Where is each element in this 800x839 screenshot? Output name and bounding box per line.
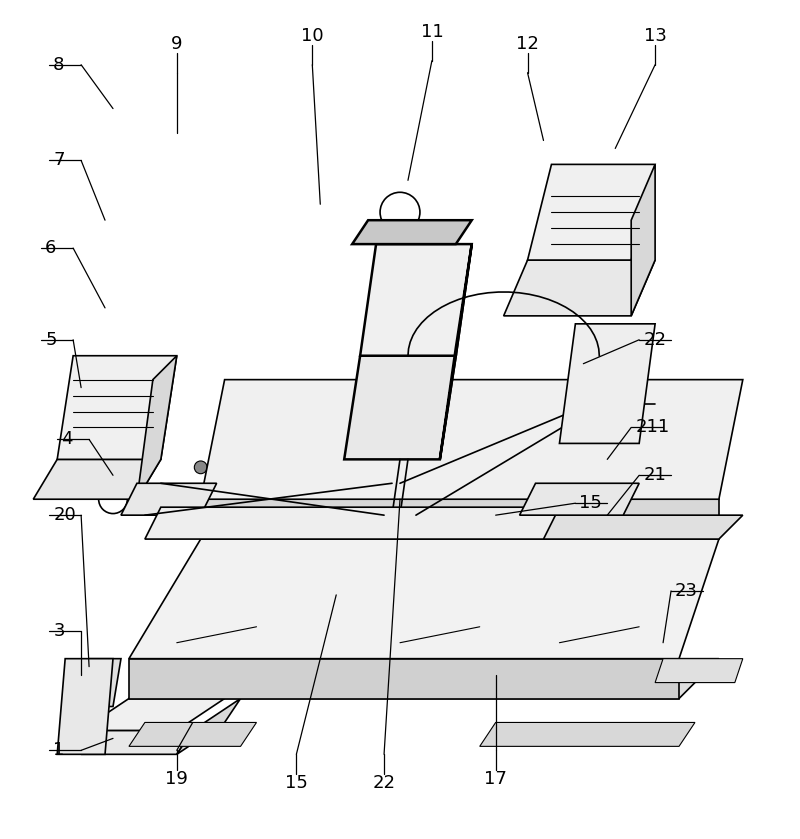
Text: 22: 22 [373,774,395,792]
Polygon shape [344,356,456,460]
Polygon shape [145,508,559,539]
Text: 6: 6 [46,239,57,257]
Polygon shape [177,699,241,754]
Circle shape [474,413,486,426]
Polygon shape [504,260,655,315]
Text: 5: 5 [46,331,57,349]
Text: 10: 10 [301,27,324,44]
Text: 22: 22 [643,331,666,349]
Polygon shape [81,699,225,731]
Polygon shape [352,220,472,244]
Text: 12: 12 [516,34,539,53]
Polygon shape [57,659,113,754]
Text: 13: 13 [644,27,666,44]
Polygon shape [57,356,177,460]
Text: 4: 4 [61,430,73,448]
Polygon shape [440,244,472,460]
Polygon shape [480,722,695,747]
Circle shape [194,461,207,474]
Polygon shape [81,731,193,754]
Polygon shape [81,659,121,706]
Polygon shape [137,356,177,499]
Polygon shape [121,483,217,515]
Text: 17: 17 [484,770,507,789]
Circle shape [434,429,446,442]
Polygon shape [519,483,639,515]
Polygon shape [201,499,719,539]
Polygon shape [129,659,719,699]
Text: 11: 11 [421,23,443,41]
Polygon shape [655,659,743,683]
Text: 23: 23 [675,582,698,600]
Text: 9: 9 [171,34,182,53]
Polygon shape [527,164,655,260]
Polygon shape [129,722,257,747]
Polygon shape [559,324,655,444]
Circle shape [274,461,286,474]
Circle shape [234,461,247,474]
Text: 19: 19 [166,770,188,789]
Text: 211: 211 [635,419,670,436]
Text: 15: 15 [579,494,602,512]
Text: 1: 1 [54,742,65,759]
Text: 7: 7 [54,151,65,169]
Polygon shape [360,244,472,356]
Text: 15: 15 [285,774,308,792]
Text: 21: 21 [643,466,666,484]
Text: 8: 8 [54,55,65,74]
Polygon shape [201,515,743,539]
Polygon shape [34,460,161,499]
Polygon shape [201,379,743,499]
Text: 20: 20 [54,506,76,524]
Polygon shape [129,659,679,699]
Text: 3: 3 [54,622,65,640]
Polygon shape [631,164,655,315]
Polygon shape [129,539,719,659]
